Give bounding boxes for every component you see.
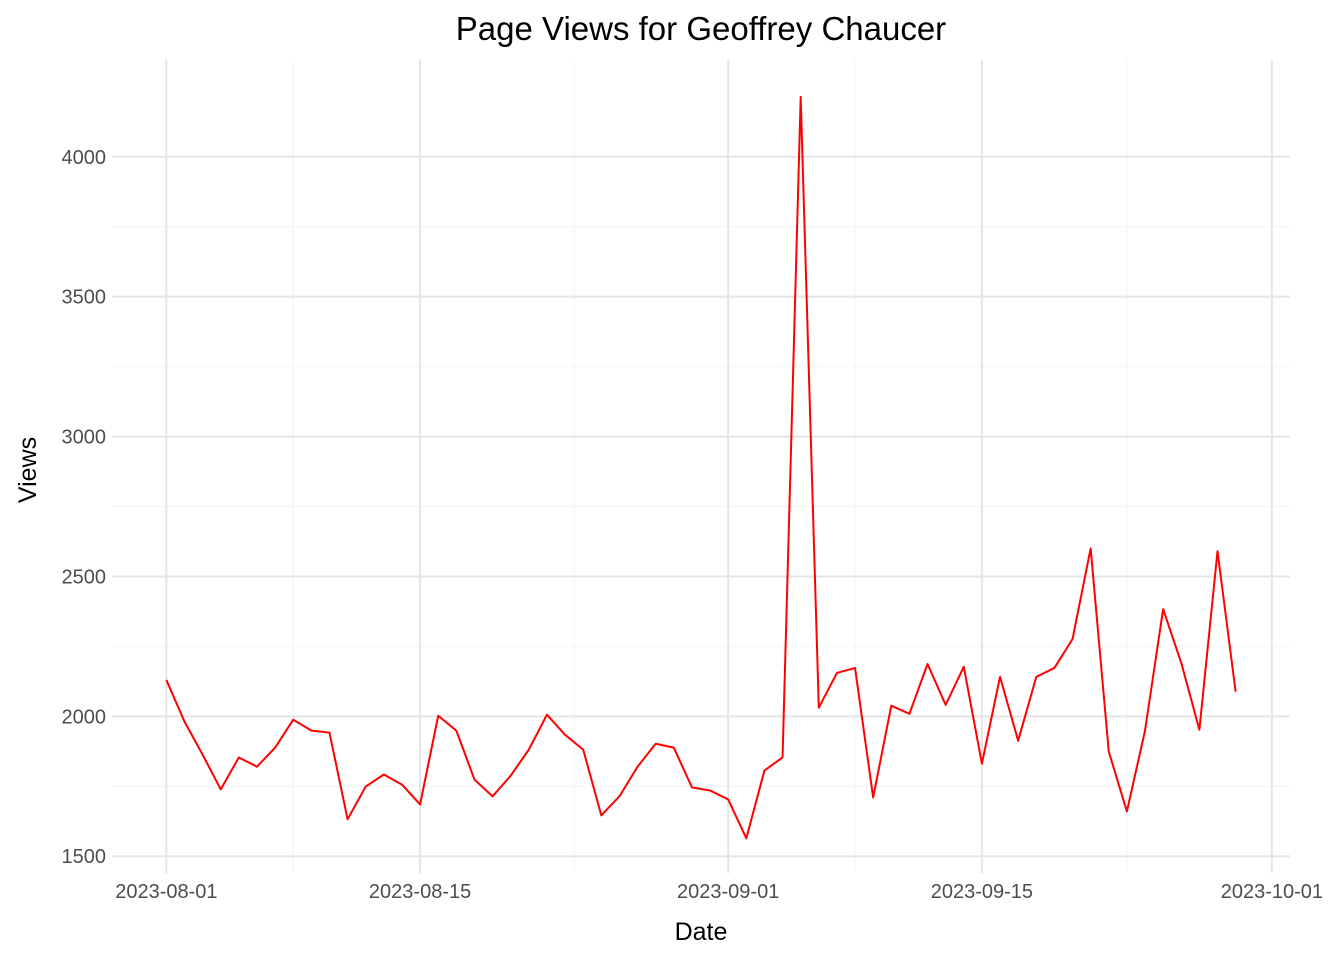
y-tick-label: 1500 [62, 846, 107, 868]
x-tick-label: 2023-08-01 [115, 881, 217, 903]
x-tick-label: 2023-09-01 [677, 881, 779, 903]
x-tick-label: 2023-09-15 [931, 881, 1033, 903]
line-series [165, 95, 1237, 840]
y-tick-label: 3000 [62, 427, 107, 449]
chart-title: Page Views for Geoffrey Chaucer [456, 10, 946, 47]
x-axis-label: Date [675, 918, 728, 946]
y-tick-label: 2500 [62, 566, 107, 588]
y-tick-label: 3500 [62, 287, 107, 309]
x-tick-label: 2023-10-01 [1221, 881, 1323, 903]
x-tick-label: 2023-08-15 [369, 881, 471, 903]
y-tick-label: 2000 [62, 706, 107, 728]
y-axis-label: Views [14, 437, 42, 503]
y-tick-label: 4000 [62, 147, 107, 169]
